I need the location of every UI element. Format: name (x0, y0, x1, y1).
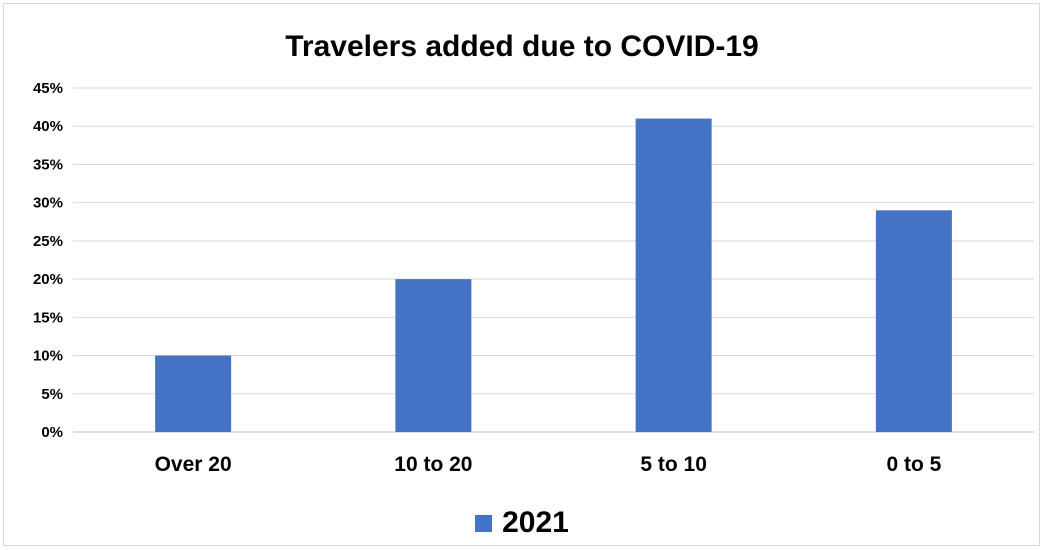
y-tick-label: 35% (33, 156, 63, 173)
y-tick-label: 20% (33, 271, 63, 288)
y-tick-label: 45% (33, 80, 63, 97)
bar (395, 279, 472, 432)
legend: 2021 (0, 506, 1044, 540)
legend-label: 2021 (502, 506, 569, 539)
x-tick-label: 5 to 10 (640, 453, 707, 476)
y-tick-label: 10% (33, 348, 63, 365)
x-tick-label: Over 20 (155, 453, 232, 476)
legend-swatch (475, 514, 493, 532)
y-tick-label: 30% (33, 195, 63, 212)
gridlines (73, 87, 1034, 433)
bar (875, 210, 952, 432)
bars (155, 118, 952, 433)
bar (155, 355, 232, 432)
x-tick-label: 10 to 20 (394, 453, 472, 476)
chart-title: Travelers added due to COVID-19 (285, 30, 759, 63)
y-tick-label: 25% (33, 233, 63, 250)
y-tick-label: 0% (41, 424, 63, 441)
chart-frame (3, 3, 1040, 546)
x-axis-ticks: Over 20 10 to 20 5 to 10 0 to 5 (155, 453, 942, 476)
y-tick-label: 40% (33, 118, 63, 135)
bar (635, 118, 712, 433)
x-tick-label: 0 to 5 (886, 453, 941, 476)
y-axis-ticks: 0% 5% 10% 15% 20% 25% 30% 35% 40% 45% (33, 80, 63, 441)
y-tick-label: 5% (41, 386, 63, 403)
y-tick-label: 15% (33, 309, 63, 326)
